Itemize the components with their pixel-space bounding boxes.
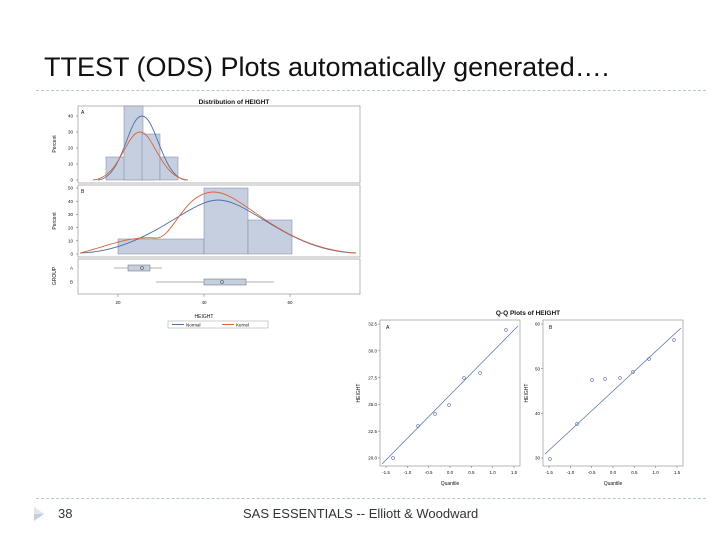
qq-title: Q-Q Plots of HEIGHT bbox=[496, 310, 560, 317]
qq-b-xtick-label: -1.5 bbox=[545, 470, 553, 475]
boxplot-group-label: B bbox=[70, 280, 73, 285]
qq-a-xtick-label: 0.5 bbox=[468, 470, 475, 475]
qq-a-ytick-label: 27.5 bbox=[368, 375, 377, 380]
dist-xtick-label: 60 bbox=[287, 300, 293, 305]
qq-b-ytick-label: 60 bbox=[535, 322, 541, 327]
panel-b-ytick-label: 20 bbox=[68, 225, 74, 230]
qq-panel-a-label: A bbox=[386, 325, 390, 331]
qq-b-point bbox=[672, 338, 676, 342]
boxplot-axis-label: GROUP bbox=[52, 266, 58, 285]
panel-b-ytick-label: 50 bbox=[68, 186, 74, 191]
qq-b-point bbox=[631, 370, 635, 374]
qq-a-xtick-label: 1.0 bbox=[490, 470, 497, 475]
legend-kernel: Kernel bbox=[236, 323, 249, 328]
qq-panel-b-label: B bbox=[549, 325, 553, 331]
qq-b-xtick-label: 1.0 bbox=[653, 470, 660, 475]
qq-a-xlabel: Quantile bbox=[441, 481, 460, 487]
panel-b-ytick-label: 30 bbox=[68, 212, 74, 217]
boxplot-group-label: A bbox=[70, 266, 73, 271]
qq-b-reference-line bbox=[544, 327, 682, 455]
panel-a-ylabel: Percent bbox=[52, 135, 58, 153]
panel-b-ytick-label: 0 bbox=[70, 252, 73, 257]
title-divider bbox=[36, 90, 706, 91]
qq-b-point bbox=[548, 457, 552, 461]
qq-a-xtick-label: -0.5 bbox=[425, 470, 433, 475]
kernel-curve-b bbox=[79, 191, 357, 254]
footer-divider bbox=[36, 498, 706, 499]
dist-xtick-label: 40 bbox=[201, 300, 207, 305]
qq-a-point bbox=[416, 424, 420, 428]
qq-b-xtick-label: 0.5 bbox=[631, 470, 638, 475]
panel-a-ytick-label: 10 bbox=[68, 162, 74, 167]
panel-b-ytick-label: 40 bbox=[68, 199, 74, 204]
qq-b-point bbox=[647, 357, 651, 361]
legend-normal: Normal bbox=[186, 323, 201, 328]
panel-a-label: A bbox=[81, 110, 85, 116]
qq-a-ytick-label: 32.5 bbox=[368, 322, 377, 327]
histogram-bar bbox=[159, 156, 179, 181]
panel-a-ytick-label: 20 bbox=[68, 146, 74, 151]
page-number: 38 bbox=[58, 506, 73, 521]
qq-b-xtick-label: -0.5 bbox=[588, 470, 596, 475]
qq-b-xtick-label: -1.0 bbox=[566, 470, 574, 475]
qq-b-xtick-label: 0.0 bbox=[610, 470, 617, 475]
panel-a-ytick-label: 40 bbox=[68, 114, 74, 119]
histogram-bar bbox=[203, 187, 249, 255]
qq-b-point bbox=[603, 377, 607, 381]
qq-b-ylabel: HEIGHT bbox=[524, 384, 530, 403]
qq-b-point bbox=[575, 422, 579, 426]
legend-box bbox=[167, 320, 269, 329]
histogram-bar bbox=[247, 219, 293, 255]
qq-a-point bbox=[433, 412, 437, 416]
qq-b-point bbox=[618, 376, 622, 380]
qq-a-ylabel: HEIGHT bbox=[356, 384, 362, 403]
qq-a-point bbox=[478, 371, 482, 375]
qq-a-point bbox=[391, 456, 395, 460]
qq-b-point bbox=[590, 378, 594, 382]
qq-b-xlabel: Quantile bbox=[604, 481, 623, 487]
qq-b-ytick-label: 30 bbox=[535, 456, 541, 461]
qq-a-ytick-label: 25.0 bbox=[368, 402, 377, 407]
panel-b-label: B bbox=[81, 189, 85, 195]
triangle-bullet-icon bbox=[34, 507, 44, 521]
footer-credit: SAS ESSENTIALS -- Elliott & Woodward bbox=[243, 506, 479, 521]
dist-xlabel: HEIGHT bbox=[195, 314, 214, 320]
panel-b-ylabel: Percent bbox=[52, 212, 58, 230]
qq-a-ytick-label: 20.0 bbox=[368, 456, 377, 461]
box-a-mean bbox=[140, 266, 144, 270]
box-b-mean bbox=[220, 280, 224, 284]
qq-a-xtick-label: -1.0 bbox=[403, 470, 411, 475]
qq-a-point bbox=[447, 403, 451, 407]
qq-a-point bbox=[504, 328, 508, 332]
normal-curve-a bbox=[97, 115, 187, 181]
qq-b-ytick-label: 50 bbox=[535, 366, 541, 371]
qq-figure: Q-Q Plots of HEIGHT A B HEIGHT HEIGHT Qu… bbox=[348, 304, 688, 494]
qq-a-xtick-label: -1.5 bbox=[382, 470, 390, 475]
panel-a-ytick-label: 0 bbox=[70, 178, 73, 183]
qq-b-ytick-label: 40 bbox=[535, 411, 541, 416]
histogram-bar bbox=[117, 238, 205, 255]
kernel-curve-a bbox=[92, 131, 189, 181]
panel-b-ytick-label: 10 bbox=[68, 239, 74, 244]
qq-a-xtick-label: 0.0 bbox=[447, 470, 454, 475]
slide-title: TTEST (ODS) Plots automatically generate… bbox=[44, 52, 610, 82]
qq-chart: Q-Q Plots of HEIGHT A B HEIGHT HEIGHT Qu… bbox=[356, 310, 684, 487]
qq-panel-a-frame bbox=[379, 319, 521, 467]
panel-a-ytick-label: 30 bbox=[68, 130, 74, 135]
boxplot-frame bbox=[77, 258, 361, 295]
qq-panel-b-frame bbox=[542, 319, 684, 467]
box-a bbox=[127, 264, 151, 272]
qq-a-xtick-label: 1.5 bbox=[511, 470, 518, 475]
distribution-chart: Distribution of HEIGHT A B Percent Perce… bbox=[52, 99, 361, 329]
dist-title: Distribution of HEIGHT bbox=[199, 99, 270, 106]
qq-a-reference-line bbox=[381, 325, 519, 465]
qq-a-ytick-label: 30.0 bbox=[368, 349, 377, 354]
dist-xtick-label: 20 bbox=[115, 300, 121, 305]
box-b bbox=[203, 278, 247, 286]
histogram-bar bbox=[123, 105, 144, 181]
distribution-figure: Distribution of HEIGHT A B Percent Perce… bbox=[38, 96, 364, 330]
qq-a-ytick-label: 22.5 bbox=[368, 429, 377, 434]
qq-a-point bbox=[462, 376, 466, 380]
qq-b-xtick-label: 1.5 bbox=[674, 470, 681, 475]
